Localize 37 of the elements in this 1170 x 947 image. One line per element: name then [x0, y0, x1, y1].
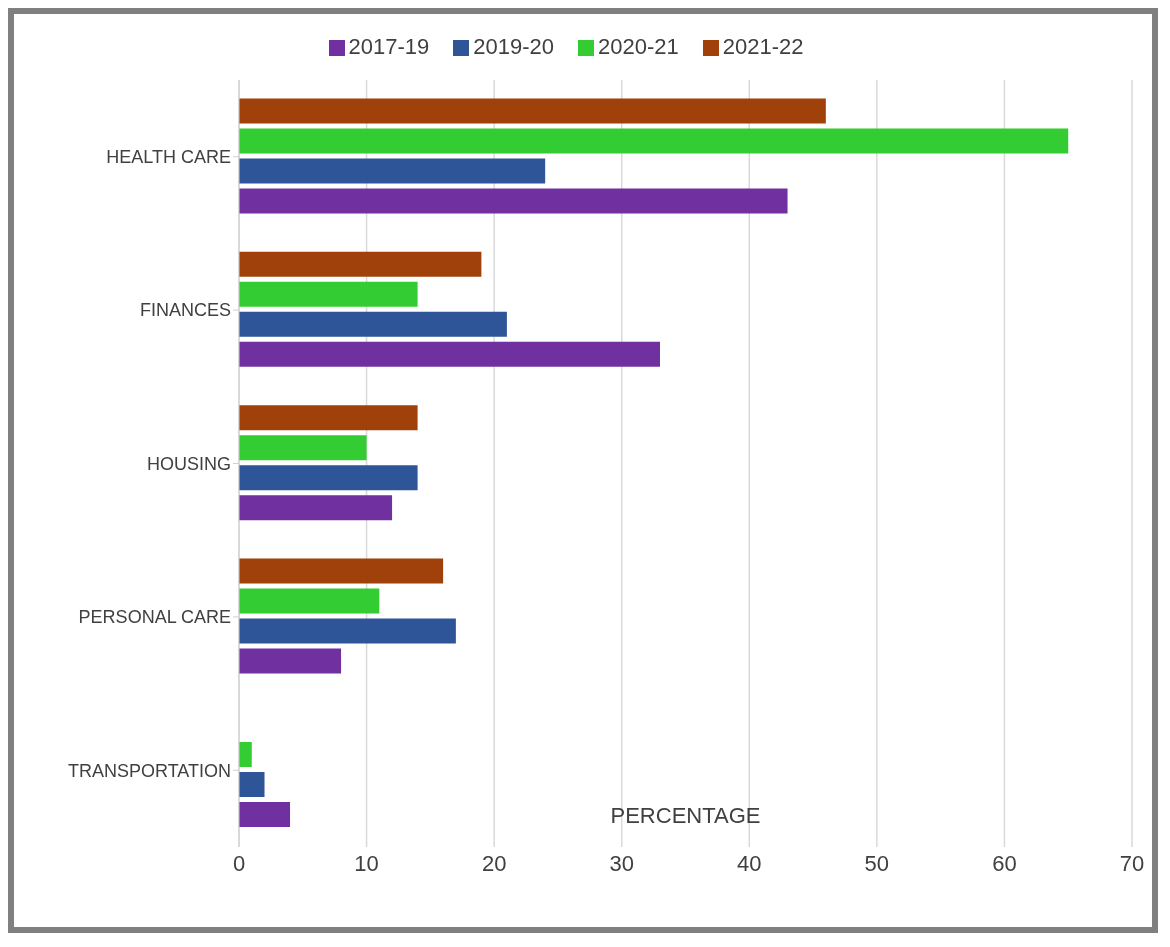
- bar: [239, 311, 507, 337]
- y-tick-label: PERSONAL CARE: [78, 607, 231, 628]
- y-tick-label: HOUSING: [146, 453, 231, 474]
- x-axis-title: PERCENTAGE: [610, 802, 761, 828]
- bar: [239, 742, 252, 768]
- x-tick-label: 60: [992, 850, 1017, 876]
- legend-label: 2021-22: [722, 34, 804, 59]
- y-tick-label: TRANSPORTATION: [67, 760, 231, 781]
- bar: [239, 435, 367, 461]
- x-tick-label: 20: [481, 850, 507, 876]
- bar: [239, 558, 444, 584]
- bar: [239, 341, 660, 367]
- x-tick-label: 10: [354, 850, 379, 876]
- y-tick-label: FINANCES: [139, 300, 231, 321]
- y-tick-label: HEALTH CARE: [106, 147, 231, 168]
- x-tick-label: 40: [737, 850, 762, 876]
- bar: [239, 495, 393, 521]
- bar: [239, 465, 418, 491]
- legend-label: 2020-21: [598, 34, 679, 59]
- bar: [239, 648, 342, 674]
- bar: [239, 251, 482, 277]
- bar: [239, 128, 1069, 154]
- legend-label: 2019-20: [473, 34, 554, 59]
- x-tick-label: 50: [864, 850, 890, 876]
- bar: [239, 772, 265, 798]
- x-tick-label: 70: [1119, 850, 1145, 876]
- legend-label: 2017-19: [348, 34, 430, 59]
- bar: [239, 588, 380, 614]
- bar: [239, 618, 456, 644]
- bar: [239, 281, 418, 307]
- bar: [239, 802, 291, 828]
- bar: [239, 188, 788, 214]
- x-tick-label: 0: [232, 850, 246, 876]
- x-tick-label: 30: [609, 850, 634, 876]
- bar: [239, 158, 546, 184]
- bar: [239, 405, 418, 431]
- bar: [239, 98, 826, 124]
